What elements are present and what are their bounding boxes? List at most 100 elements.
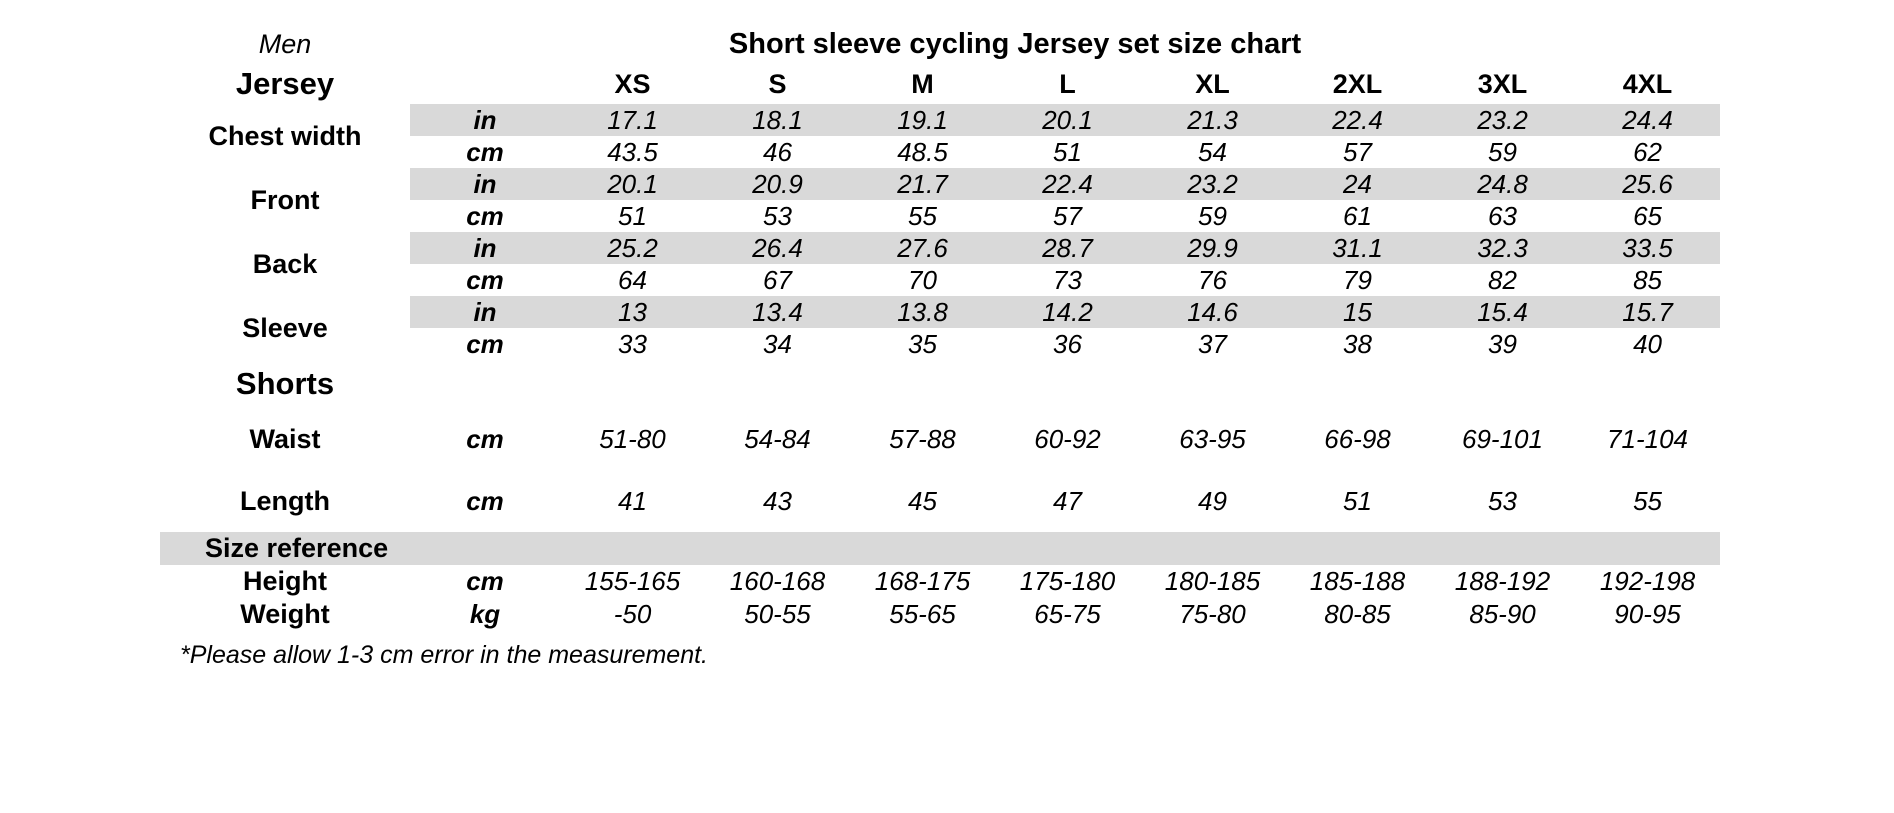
- size-value-cell: 75-80: [1179, 599, 1246, 629]
- row-label: Sleeve: [160, 296, 410, 360]
- size-value-cell: 76: [1198, 264, 1227, 295]
- size-value-cell: 50-55: [744, 599, 811, 629]
- size-value-cell: 60-92: [1034, 423, 1101, 454]
- size-value-cell: 180-185: [1164, 566, 1261, 596]
- size-value-cell: 15.4: [1430, 296, 1575, 328]
- size-value-cell: 160-168: [729, 566, 826, 596]
- section-label-jersey: Jersey: [235, 66, 335, 101]
- size-value-cell: 38: [1343, 328, 1372, 359]
- table-row: cm 33 34 35 36 37 38 39 40: [160, 328, 1720, 360]
- size-value-cell: 22.4: [995, 168, 1140, 200]
- size-value-cell: 51: [1053, 136, 1082, 167]
- row-label: Height: [160, 565, 410, 598]
- size-value-cell: 21.3: [1140, 104, 1285, 136]
- size-value-cell: 73: [1053, 264, 1082, 295]
- size-value-cell: 37: [1198, 328, 1227, 359]
- size-value-cell: 31.1: [1285, 232, 1430, 264]
- size-value-cell: 53: [763, 200, 792, 231]
- size-column-header: XS: [614, 68, 651, 99]
- size-value-cell: 13.4: [705, 296, 850, 328]
- table-row: cm 64 67 70 73 76 79 82 85: [160, 264, 1720, 296]
- row-label: Chest width: [160, 104, 410, 168]
- size-chart-table: Men Short sleeve cycling Jersey set size…: [160, 24, 1721, 631]
- table-row: Length cm 41 43 45 47 49 51 53 55: [160, 470, 1720, 532]
- size-value-cell: 79: [1343, 264, 1372, 295]
- size-value-cell: 43: [763, 485, 792, 516]
- size-value-cell: 57: [1343, 136, 1372, 167]
- size-value-cell: 34: [763, 328, 792, 359]
- size-value-cell: 80-85: [1324, 599, 1391, 629]
- size-value-cell: 24: [1285, 168, 1430, 200]
- table-row: Back in 25.2 26.4 27.6 28.7 29.9 31.1 32…: [160, 232, 1721, 296]
- size-value-cell: 28.7: [995, 232, 1140, 264]
- table-row: Shorts: [160, 360, 1720, 408]
- size-value-cell: 57-88: [889, 423, 956, 454]
- size-value-cell: 43.5: [607, 136, 658, 167]
- size-value-cell: 51: [618, 200, 647, 231]
- row-label: Front: [160, 168, 410, 232]
- size-value-cell: 65-75: [1034, 599, 1101, 629]
- size-value-cell: 168-175: [874, 566, 971, 596]
- size-value-cell: 45: [908, 485, 937, 516]
- size-value-cell: 24.8: [1430, 168, 1575, 200]
- size-value-cell: 13.8: [850, 296, 995, 328]
- size-value-cell: 33.5: [1575, 232, 1721, 264]
- unit-label: in: [410, 168, 560, 200]
- size-value-cell: 62: [1633, 136, 1662, 167]
- size-column-header: 4XL: [1622, 68, 1673, 99]
- size-value-cell: 54: [1198, 136, 1227, 167]
- size-value-cell: 66-98: [1324, 423, 1391, 454]
- size-value-cell: 23.2: [1140, 168, 1285, 200]
- size-value-cell: 55: [1633, 485, 1662, 516]
- size-value-cell: 35: [908, 328, 937, 359]
- size-value-cell: 59: [1488, 136, 1517, 167]
- table-row: Weight kg -50 50-55 55-65 65-75 75-80 80…: [160, 598, 1720, 631]
- size-column-header: M: [911, 68, 934, 99]
- table-row: Jersey XS S M L XL 2XL 3XL 4XL: [160, 64, 1720, 104]
- size-value-cell: 90-95: [1614, 599, 1681, 629]
- size-value-cell: 185-188: [1309, 566, 1406, 596]
- table-row: Sleeve in 13 13.4 13.8 14.2 14.6 15 15.4…: [160, 296, 1721, 360]
- unit-label: cm: [466, 566, 504, 596]
- size-value-cell: 188-192: [1454, 566, 1551, 596]
- size-value-cell: 19.1: [850, 104, 995, 136]
- table-row: cm 43.5 46 48.5 51 54 57 59 62: [160, 136, 1720, 168]
- unit-label: in: [410, 296, 560, 328]
- size-value-cell: 51-80: [599, 423, 666, 454]
- size-value-cell: 82: [1488, 264, 1517, 295]
- size-value-cell: 36: [1053, 328, 1082, 359]
- size-value-cell: 14.6: [1140, 296, 1285, 328]
- size-value-cell: 49: [1198, 485, 1227, 516]
- size-value-cell: -50: [613, 599, 652, 629]
- size-value-cell: 25.6: [1575, 168, 1721, 200]
- gender-label: Men: [258, 28, 312, 59]
- unit-label: in: [410, 104, 560, 136]
- table-row: Front in 20.1 20.9 21.7 22.4 23.2 24 24.…: [160, 168, 1721, 232]
- size-value-cell: 63: [1488, 200, 1517, 231]
- size-value-cell: 14.2: [995, 296, 1140, 328]
- table-row: Height cm 155-165 160-168 168-175 175-18…: [160, 565, 1720, 598]
- size-value-cell: 41: [618, 485, 647, 516]
- size-value-cell: 155-165: [584, 566, 681, 596]
- size-value-cell: 47: [1053, 485, 1082, 516]
- size-value-cell: 22.4: [1285, 104, 1430, 136]
- row-label: Weight: [160, 598, 410, 631]
- size-value-cell: 55: [908, 200, 937, 231]
- unit-label: cm: [466, 136, 504, 167]
- table-row: cm 51 53 55 57 59 61 63 65: [160, 200, 1720, 232]
- size-value-cell: 54-84: [744, 423, 811, 454]
- size-value-cell: 65: [1633, 200, 1662, 231]
- size-value-cell: 61: [1343, 200, 1372, 231]
- row-label: Back: [160, 232, 410, 296]
- size-value-cell: 24.4: [1575, 104, 1721, 136]
- size-value-cell: 85: [1633, 264, 1662, 295]
- size-value-cell: 40: [1633, 328, 1662, 359]
- size-value-cell: 26.4: [705, 232, 850, 264]
- size-value-cell: 70: [908, 264, 937, 295]
- size-value-cell: 17.1: [560, 104, 705, 136]
- size-column-header: L: [1059, 68, 1076, 99]
- size-value-cell: 21.7: [850, 168, 995, 200]
- size-value-cell: 27.6: [850, 232, 995, 264]
- size-value-cell: 192-198: [1599, 566, 1696, 596]
- size-chart: Men Short sleeve cycling Jersey set size…: [160, 24, 1721, 669]
